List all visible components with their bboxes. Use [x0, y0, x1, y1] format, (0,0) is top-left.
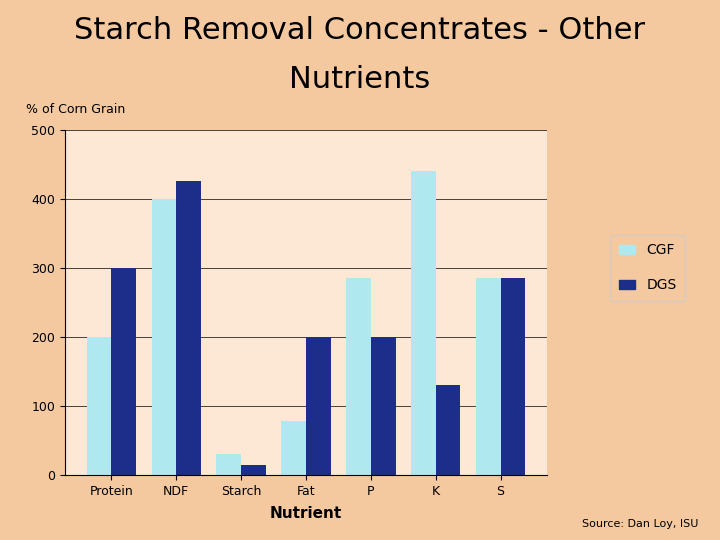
- Bar: [282, 421, 306, 475]
- Bar: [217, 455, 241, 475]
- Bar: [306, 337, 330, 475]
- Text: Source: Dan Loy, ISU: Source: Dan Loy, ISU: [582, 519, 698, 529]
- Bar: [241, 465, 266, 475]
- Bar: [436, 386, 460, 475]
- Bar: [371, 337, 395, 475]
- Bar: [346, 278, 371, 475]
- Bar: [86, 337, 112, 475]
- Bar: [411, 171, 436, 475]
- Bar: [476, 278, 500, 475]
- Text: Starch Removal Concentrates - Other: Starch Removal Concentrates - Other: [74, 16, 646, 45]
- Text: % of Corn Grain: % of Corn Grain: [26, 103, 125, 116]
- Bar: [112, 268, 136, 475]
- Bar: [500, 278, 526, 475]
- Bar: [176, 181, 201, 475]
- Legend: CGF, DGS: CGF, DGS: [611, 235, 685, 301]
- Bar: [152, 199, 176, 475]
- X-axis label: Nutrient: Nutrient: [270, 507, 342, 521]
- Text: Nutrients: Nutrients: [289, 65, 431, 94]
